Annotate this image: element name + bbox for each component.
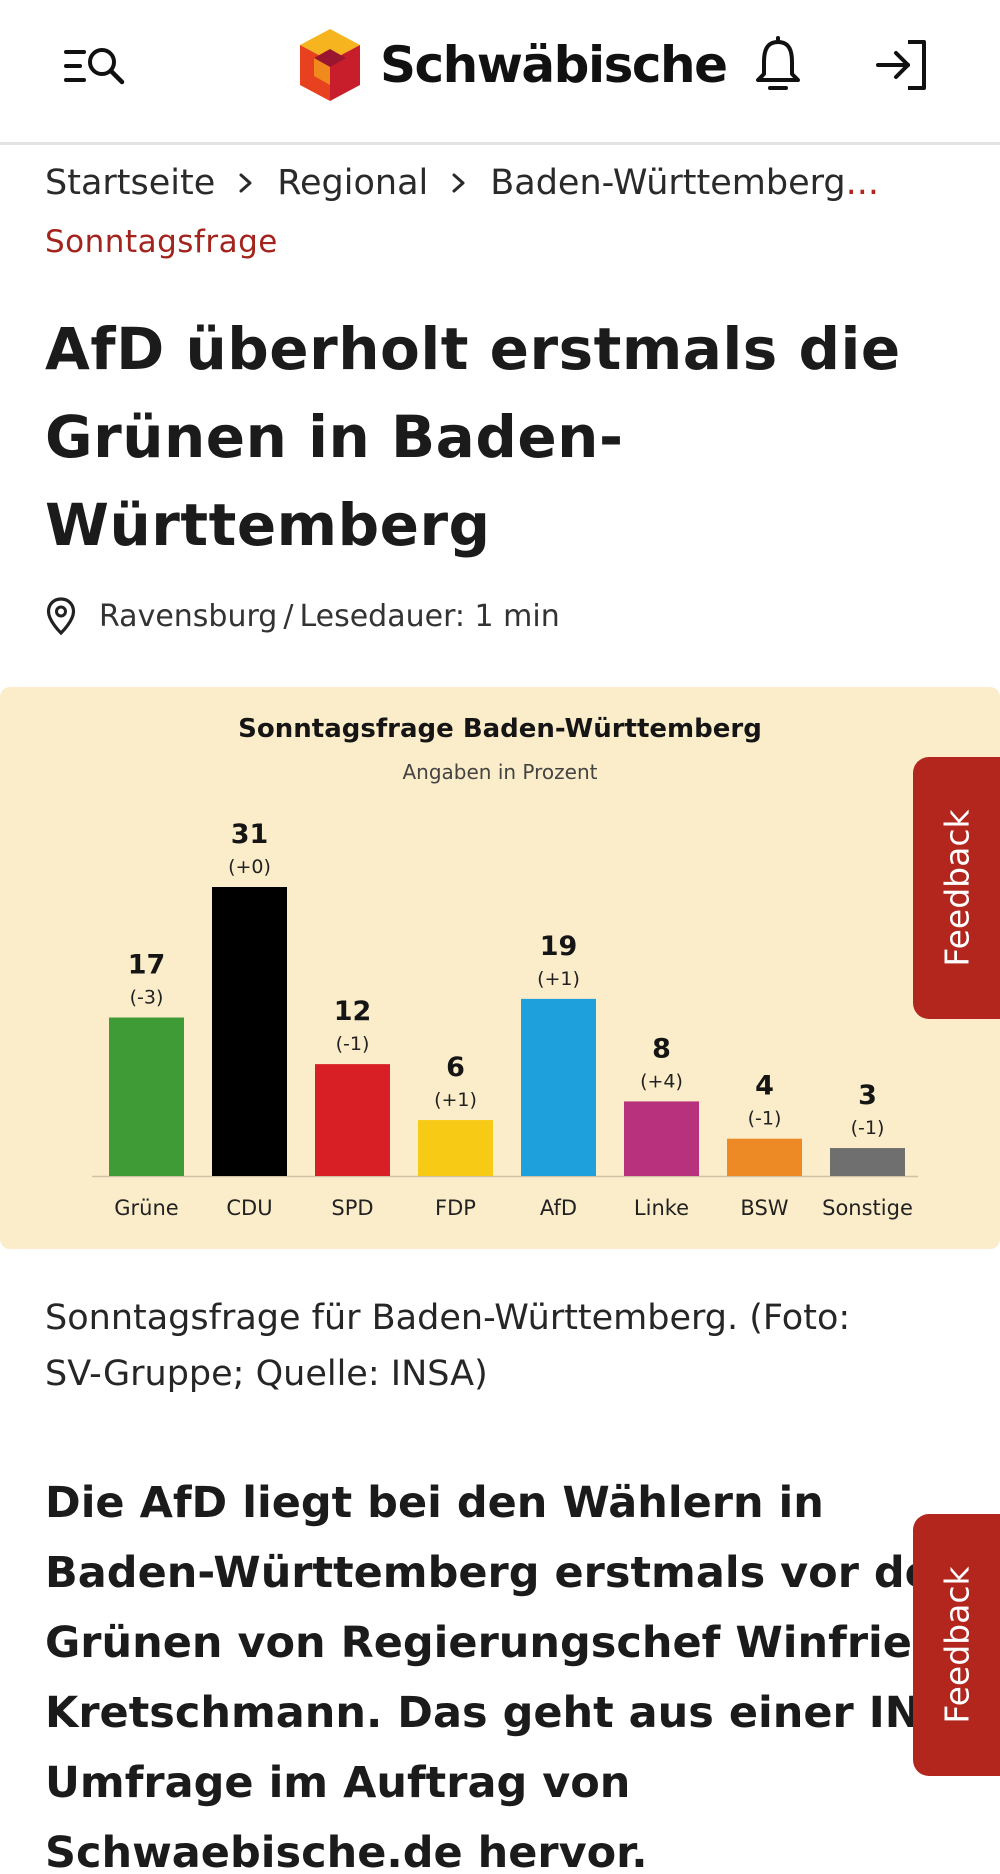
headline-line: Württemberg xyxy=(45,491,491,559)
x-tick-label: Sonstige xyxy=(822,1196,913,1220)
bar-linke xyxy=(624,1101,699,1176)
bar-bsw xyxy=(727,1138,802,1176)
article-lead: Die AfD liegt bei den Wählern in Baden-W… xyxy=(45,1468,915,1874)
feedback-label: Feedback xyxy=(937,1566,976,1724)
bar-afd xyxy=(521,998,596,1176)
bar-change-label: (+1) xyxy=(537,968,580,990)
feedback-label: Feedback xyxy=(937,809,976,967)
article-kicker: Sonntagsfrage xyxy=(45,224,278,260)
bar-change-label: (-3) xyxy=(130,987,164,1009)
bar-change-label: (-1) xyxy=(336,1033,370,1055)
breadcrumb-item-baden-wuerttemberg[interactable]: Baden-Württemberg xyxy=(490,163,846,203)
x-tick-label: FDP xyxy=(435,1196,476,1220)
lead-line: Baden-Württemberg erstmals vor den xyxy=(45,1548,915,1598)
bar-value-label: 12 xyxy=(334,996,372,1027)
bar-cdu xyxy=(212,887,287,1176)
article-read-time: Lesedauer: 1 min xyxy=(299,598,560,634)
article-headline: AfD überholt erstmals die Grünen in Bade… xyxy=(45,305,945,569)
logo-text: Schwäbische xyxy=(380,36,728,94)
meta-separator: / xyxy=(283,598,294,634)
article-location: Ravensburg xyxy=(99,598,278,634)
bar-value-label: 17 xyxy=(128,950,166,981)
bar-value-label: 3 xyxy=(858,1080,877,1111)
x-tick-label: SPD xyxy=(331,1196,373,1220)
bar-fdp xyxy=(418,1120,493,1176)
image-caption: Sonntagsfrage für Baden-Württemberg. (Fo… xyxy=(45,1290,945,1402)
bar-spd xyxy=(315,1064,390,1176)
chart-subtitle: Angaben in Prozent xyxy=(402,760,598,784)
chevron-right-icon xyxy=(452,173,465,193)
feedback-tab[interactable]: Feedback xyxy=(913,757,1000,1019)
bar-change-label: (-1) xyxy=(748,1108,782,1130)
caption-line: SV-Gruppe; Quelle: INSA) xyxy=(45,1354,488,1394)
lead-line: Schwaebische.de hervor. xyxy=(45,1828,648,1874)
bell-icon[interactable] xyxy=(752,36,804,94)
login-icon[interactable] xyxy=(872,36,932,94)
breadcrumb: Startseite Regional Baden-Württemberg ..… xyxy=(45,163,945,203)
poll-chart: Sonntagsfrage Baden-Württemberg Angaben … xyxy=(0,687,1000,1249)
bar-value-label: 4 xyxy=(755,1071,774,1102)
caption-line: Sonntagsfrage für Baden-Württemberg. (Fo… xyxy=(45,1298,851,1338)
bar-change-label: (-1) xyxy=(851,1117,885,1139)
x-tick-label: AfD xyxy=(540,1196,577,1220)
breadcrumb-item-startseite[interactable]: Startseite xyxy=(45,163,216,203)
chart-title: Sonntagsfrage Baden-Württemberg xyxy=(238,714,762,744)
headline-line: AfD überholt erstmals die xyxy=(45,315,901,383)
x-tick-label: CDU xyxy=(226,1196,272,1220)
bar-change-label: (+1) xyxy=(434,1089,477,1111)
breadcrumb-item-regional[interactable]: Regional xyxy=(277,163,429,203)
menu-search-icon[interactable] xyxy=(62,40,134,92)
bar-value-label: 19 xyxy=(540,931,578,962)
x-tick-label: Linke xyxy=(634,1196,689,1220)
breadcrumb-ellipsis[interactable]: ... xyxy=(845,163,879,203)
article-meta: Ravensburg / Lesedauer: 1 min xyxy=(45,596,560,636)
logo-mark-icon xyxy=(300,29,360,101)
lead-line: Die AfD liegt bei den Wählern in xyxy=(45,1478,824,1528)
x-tick-label: Grüne xyxy=(114,1196,178,1220)
bar-value-label: 8 xyxy=(652,1033,671,1064)
bar-change-label: (+4) xyxy=(640,1070,683,1092)
location-pin-icon xyxy=(46,597,76,636)
bar-chart-svg: (-3) 17 Grüne (+0) 31 CDU (-1) 12 SPD (+1) 6 FDP (+1… xyxy=(92,819,918,1220)
feedback-tab-secondary[interactable]: Feedback xyxy=(913,1514,1000,1776)
site-header: Schwäbische xyxy=(0,0,1000,145)
lead-line: Grünen von Regierungschef Winfried xyxy=(45,1618,915,1668)
x-tick-label: BSW xyxy=(740,1196,788,1220)
bar-sonstige xyxy=(830,1148,905,1176)
bar-change-label: (+0) xyxy=(228,856,271,878)
headline-line: Grünen in Baden- xyxy=(45,403,624,471)
lead-line: Kretschmann. Das geht aus einer INSA- xyxy=(45,1688,915,1738)
chevron-right-icon xyxy=(239,173,252,193)
bar-value-label: 6 xyxy=(446,1052,465,1083)
bar-grüne xyxy=(109,1017,184,1176)
site-logo[interactable]: Schwäbische xyxy=(296,26,728,104)
bar-value-label: 31 xyxy=(231,819,269,850)
lead-line: Umfrage im Auftrag von xyxy=(45,1758,631,1808)
